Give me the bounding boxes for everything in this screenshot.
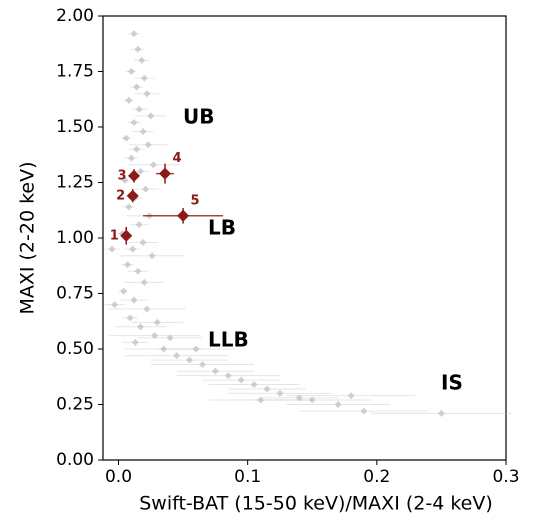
data-point — [437, 409, 445, 417]
data-point — [308, 396, 316, 404]
data-point — [131, 338, 139, 346]
data-point — [347, 392, 355, 400]
x-tick-label: 0.3 — [492, 467, 519, 487]
data-point — [186, 356, 194, 364]
data-point — [211, 367, 219, 375]
x-tick-label: 0.0 — [105, 467, 132, 487]
y-axis-label: MAXI (2-20 keV) — [17, 161, 39, 314]
highlight-point — [120, 229, 133, 242]
data-point — [173, 352, 181, 360]
data-point — [142, 185, 150, 193]
data-point — [135, 105, 143, 113]
point-label: 4 — [172, 151, 181, 166]
highlight-point — [177, 209, 190, 222]
y-tick-label: 0.75 — [56, 284, 94, 304]
point-label: 3 — [117, 168, 126, 183]
data-point — [147, 112, 155, 120]
data-point — [140, 74, 148, 82]
point-label: 5 — [191, 193, 200, 208]
highlight-point — [128, 169, 140, 182]
data-point — [237, 376, 245, 384]
data-point — [136, 323, 144, 331]
x-tick-label: 0.1 — [234, 467, 261, 487]
data-point — [133, 83, 141, 91]
data-point — [153, 318, 161, 326]
data-point — [124, 261, 132, 269]
data-point — [198, 361, 206, 369]
y-tick-label: 1.25 — [56, 173, 94, 193]
data-point — [138, 56, 146, 64]
x-tick-label: 0.2 — [363, 467, 390, 487]
data-point — [134, 45, 142, 53]
data-point — [140, 278, 148, 286]
data-point — [134, 267, 142, 275]
data-point — [151, 332, 159, 340]
data-point — [143, 305, 151, 313]
data-point — [122, 134, 130, 142]
data-point — [166, 334, 174, 342]
data-point — [127, 68, 135, 75]
data-point — [125, 96, 133, 104]
data-point — [139, 238, 147, 246]
data-point — [148, 252, 156, 260]
data-point — [144, 141, 152, 149]
data-point — [257, 396, 265, 404]
data-point — [295, 394, 303, 402]
data-point — [129, 245, 137, 253]
data-point — [149, 161, 157, 169]
data-point — [133, 145, 141, 153]
data-point — [121, 176, 129, 184]
data-point — [224, 372, 232, 380]
highlight-point — [159, 167, 171, 180]
data-point — [143, 90, 151, 98]
region-label: LB — [208, 216, 236, 240]
data-point — [120, 287, 128, 295]
region-label: UB — [183, 105, 214, 129]
data-point — [125, 203, 133, 211]
data-point — [127, 154, 135, 162]
x-axis-label: Swift-BAT (15-50 keV)/MAXI (2-4 keV) — [139, 493, 493, 515]
region-label: IS — [441, 371, 463, 395]
y-tick-label: 1.50 — [56, 117, 94, 137]
region-label: LLB — [208, 328, 249, 352]
y-tick-label: 1.00 — [56, 228, 94, 248]
data-point — [263, 385, 271, 393]
data-point — [250, 381, 258, 389]
data-point — [334, 401, 342, 408]
data-point — [192, 345, 200, 353]
data-point — [276, 389, 284, 397]
data-point — [130, 119, 138, 127]
data-point — [126, 314, 134, 322]
data-point — [360, 407, 368, 415]
data-point — [139, 127, 147, 135]
y-tick-label: 0.25 — [56, 395, 94, 415]
y-tick-label: 0.00 — [56, 450, 94, 470]
point-label: 1 — [110, 228, 119, 243]
y-tick-label: 0.50 — [56, 339, 94, 359]
data-point — [160, 345, 168, 353]
data-point — [130, 296, 138, 304]
data-point — [108, 245, 116, 253]
highlight-point — [126, 189, 139, 202]
data-point — [130, 30, 138, 38]
data-point — [135, 221, 143, 229]
y-tick-label: 2.00 — [56, 6, 94, 26]
point-label: 2 — [116, 188, 125, 203]
data-point — [111, 301, 119, 309]
data-point — [136, 167, 144, 175]
y-tick-label: 1.75 — [56, 62, 94, 82]
